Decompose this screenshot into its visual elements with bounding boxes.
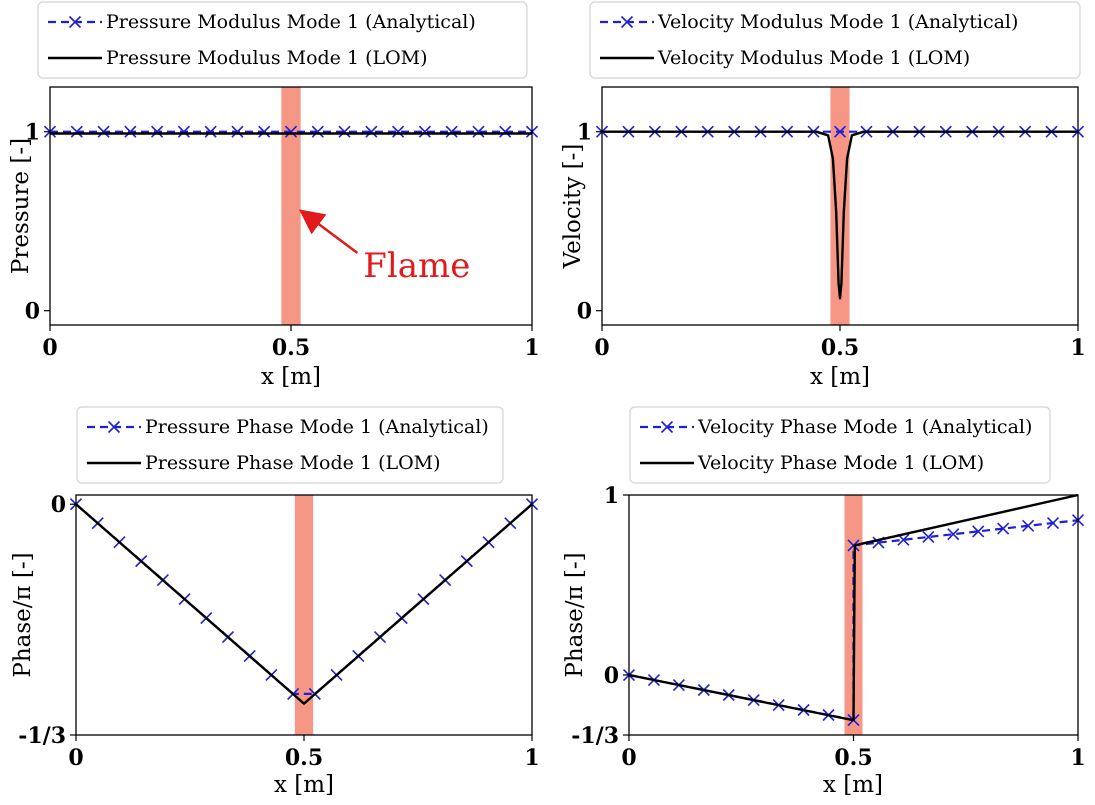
y-tick-label: 0 [577, 299, 592, 325]
data-point-marker [284, 125, 298, 138]
y-axis-label: Phase/π [-] [562, 552, 588, 677]
y-tick-label: -1/3 [18, 723, 66, 749]
x-axis-label: x [m] [261, 364, 321, 390]
data-point-marker [472, 125, 485, 138]
y-axis-label: Phase/π [-] [10, 552, 36, 677]
data-point-marker [392, 125, 405, 138]
series-lom-line [602, 130, 1078, 300]
y-tick-label: 0 [51, 492, 66, 518]
data-point-marker [499, 125, 512, 138]
data-point-marker [997, 522, 1010, 535]
y-tick-label: 0 [604, 663, 619, 689]
data-point-marker [418, 125, 431, 138]
data-point-marker [70, 125, 83, 138]
legend-marker [68, 15, 82, 29]
legend: Velocity Phase Mode 1 (Analytical) Veloci… [629, 406, 1051, 484]
data-point-marker [922, 530, 935, 544]
legend-marker [620, 15, 634, 29]
data-point-marker [847, 539, 860, 552]
y-tick-label: 0 [25, 299, 40, 325]
legend: Pressure Modulus Mode 1 (Analytical) Pres… [37, 1, 528, 79]
y-axis-label: Velocity [-] [560, 144, 586, 270]
subplot-1: 0 0.5 1 0 1 x [m] Pressure [-] Pressure Modulus… [8, 1, 540, 390]
y-tick-label: 1 [604, 483, 619, 509]
legend-label: Pressure Modulus Mode 1 (LOM) [106, 47, 428, 69]
x-tick-label: 1 [524, 335, 539, 361]
x-tick-label: 0 [594, 335, 609, 361]
x-tick-label: 0 [42, 335, 57, 361]
x-tick-label: 1 [524, 745, 539, 771]
series-lom-line [628, 493, 1079, 722]
subplot-4: 0 0.5 110-1/3x [m]Phase/π [-]Velocity Phas… [562, 406, 1086, 798]
annotation-arrow [298, 209, 359, 254]
x-tick-label: 0 [621, 745, 636, 771]
x-tick-label: 1 [1070, 745, 1085, 771]
data-point-marker [97, 125, 110, 138]
data-point-marker [833, 125, 847, 138]
x-tick-label: 0.5 [834, 745, 872, 771]
legend-box [629, 406, 1051, 484]
data-point-marker [1046, 516, 1060, 530]
legend-box [76, 406, 504, 484]
subplot-3: 0 0.5 10-1/3x [m]Phase/π [-]Pressure Phase… [10, 406, 540, 798]
x-tick-label: 0 [68, 745, 83, 771]
legend: Pressure Phase Mode 1 (Analytical) Pressu… [76, 406, 504, 484]
flame-band [281, 87, 301, 325]
data-point-marker [231, 125, 244, 138]
x-tick-label: 0.5 [272, 335, 310, 361]
chart-panels: 0 0.5 1 0 1 x [m] Pressure [-] Pressure Modulus… [8, 1, 1086, 798]
x-axis-label: x [m] [274, 772, 334, 798]
legend-marker [660, 420, 674, 434]
data-point-marker [445, 125, 458, 138]
x-tick-label: 0.5 [821, 335, 859, 361]
x-tick-label: 0.5 [285, 745, 323, 771]
data-point-marker [311, 125, 324, 138]
data-point-marker [1022, 519, 1035, 532]
y-tick-label: 1 [25, 120, 40, 146]
legend-box [37, 1, 528, 79]
x-axis-label: x [m] [810, 364, 870, 390]
data-point-marker [338, 125, 351, 138]
data-point-marker [177, 125, 190, 138]
legend-label: Velocity Modulus Mode 1 (Analytical) [657, 11, 1018, 33]
legend: Velocity Modulus Mode 1 (Analytical) Velo… [589, 1, 1081, 79]
y-tick-label: -1/3 [571, 723, 619, 749]
x-tick-label: 1 [1070, 335, 1085, 361]
legend-label: Pressure Modulus Mode 1 (Analytical) [106, 11, 476, 33]
data-point-marker [258, 125, 271, 138]
flame-band [294, 495, 314, 735]
y-tick-label: 1 [577, 120, 592, 146]
data-point-marker [124, 125, 137, 138]
flame-band [830, 87, 850, 325]
data-point-marker [972, 525, 985, 538]
legend-label: Pressure Phase Mode 1 (Analytical) [145, 416, 489, 438]
subplot-2: 0 0.5 1 0 1 x [m] Velocity [-] Velocity Modulus… [560, 1, 1086, 390]
series-lom-line [75, 503, 533, 705]
legend-label: Pressure Phase Mode 1 (LOM) [145, 452, 441, 474]
legend-marker [107, 420, 121, 434]
data-point-marker [204, 125, 217, 138]
data-point-marker [947, 528, 960, 541]
legend-label: Velocity Modulus Mode 1 (LOM) [657, 47, 970, 69]
data-point-marker [365, 125, 378, 138]
legend-label: Velocity Phase Mode 1 (Analytical) [697, 416, 1032, 438]
y-axis-label: Pressure [-] [8, 138, 34, 274]
legend-box [589, 1, 1081, 79]
data-point-marker [151, 125, 164, 138]
x-axis-label: x [m] [823, 772, 883, 798]
annotation-label: Flame [363, 246, 470, 286]
legend-label: Velocity Phase Mode 1 (LOM) [697, 452, 984, 474]
